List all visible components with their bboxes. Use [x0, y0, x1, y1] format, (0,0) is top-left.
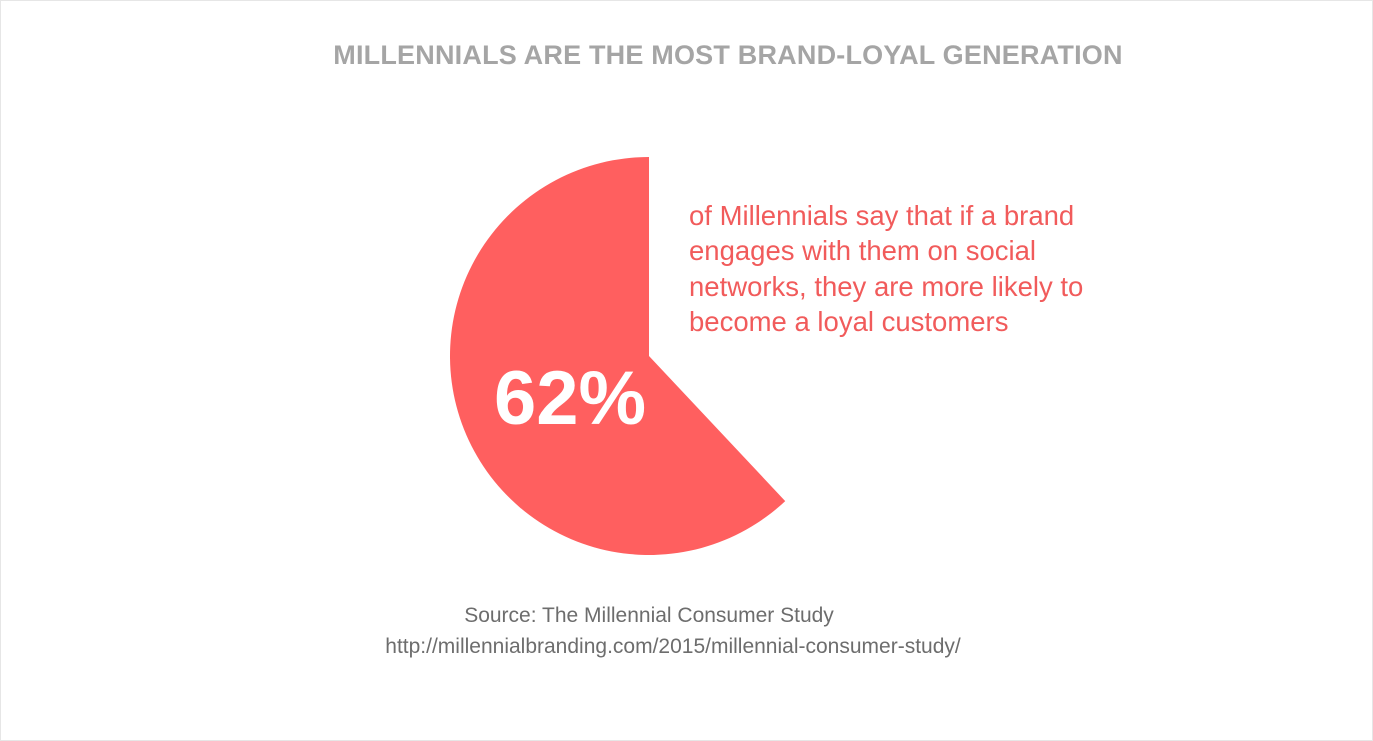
description-line: of Millennials say that if a brand [689, 200, 1075, 231]
description-line: become a loyal customers [689, 305, 1009, 337]
source-label: Source: The Millennial Consumer Study [464, 604, 834, 627]
description-line: networks, they are more likely to [689, 270, 1084, 302]
pie-slice [449, 157, 786, 555]
chart-title: MILLENNIALS ARE THE MOST BRAND-LOYAL GEN… [333, 40, 1123, 70]
description-line: engages with them on social [689, 235, 1037, 267]
slice-value-label: 62% [493, 356, 647, 441]
description-text: of Millennials say that if a brand engag… [689, 198, 1129, 339]
source-url[interactable]: http://millennialbranding.com/2015/mille… [385, 635, 961, 658]
